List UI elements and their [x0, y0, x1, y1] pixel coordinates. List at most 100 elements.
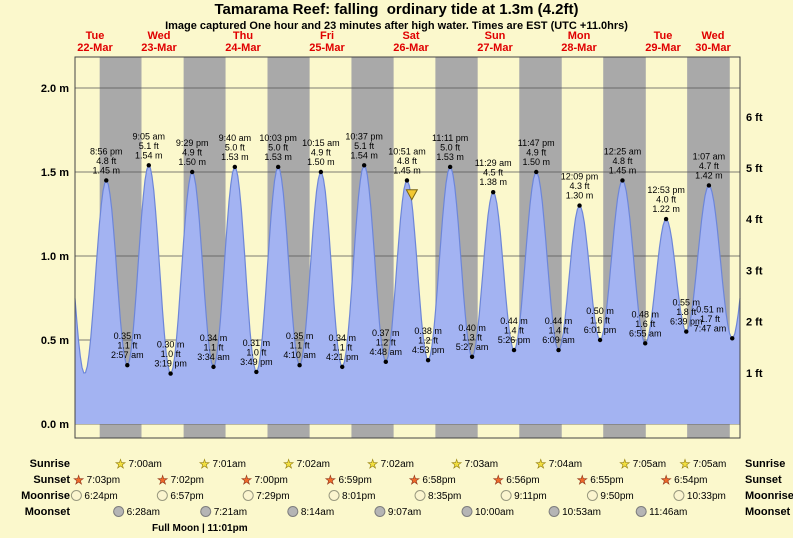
tide-high-label: 1:07 am4.7 ft1.42 m	[693, 151, 726, 180]
sunset-time: 6:56pm	[506, 475, 539, 486]
sunset-star-icon: ★	[577, 473, 588, 487]
moonrise-icon	[328, 490, 340, 501]
tide-high-label: 9:29 pm4.9 ft1.50 m	[176, 138, 209, 167]
tide-low-label: 0.48 m1.6 ft6:55 am	[629, 309, 662, 338]
tide-height-ft: 4.8 ft	[397, 156, 418, 166]
sunset-star-icon: ★	[409, 473, 420, 487]
tide-time: 2:57 am	[111, 350, 144, 360]
moonset-time: 7:21am	[214, 507, 247, 518]
tide-height-m: 0.34 m	[328, 333, 356, 343]
moonrise-icon	[500, 490, 512, 501]
tide-high-label: 12:09 pm4.3 ft1.30 m	[561, 172, 599, 201]
axis-label-ft: 1 ft	[746, 368, 763, 380]
tide-time: 10:51 am	[388, 146, 426, 156]
moonrise-icon	[586, 490, 598, 501]
moonrise-icon	[156, 490, 168, 501]
axis-label-ft: 4 ft	[746, 214, 763, 226]
tide-time: 8:56 pm	[90, 146, 123, 156]
tide-extreme-dot	[404, 178, 410, 183]
tide-high-label: 9:05 am5.1 ft1.54 m	[133, 131, 166, 160]
tide-high-label: 10:15 am4.9 ft1.50 m	[302, 138, 340, 167]
tide-time: 5:27 am	[456, 342, 489, 352]
moonrise-icon	[70, 490, 82, 501]
tide-area	[75, 165, 740, 424]
sunset-time: 7:00pm	[255, 475, 288, 486]
sunset-row-label-right: Sunset	[745, 474, 782, 486]
tide-height-m: 1.38 m	[479, 177, 507, 187]
tide-extreme-dot	[168, 371, 173, 376]
tide-height-m: 0.48 m	[631, 309, 659, 319]
tide-time: 3:19 pm	[154, 359, 187, 369]
axis-label-m: 0.5 m	[41, 335, 69, 347]
tide-extreme-dot	[125, 363, 130, 368]
tide-height-m: 0.55 m	[673, 298, 701, 308]
tide-time: 10:03 pm	[259, 133, 297, 143]
tide-low-label: 0.38 m1.2 ft4:53 pm	[412, 326, 445, 355]
tide-height-ft: 1.6 ft	[590, 316, 611, 326]
tide-extreme-dot	[577, 203, 582, 208]
sunset-star-icon: ★	[493, 473, 504, 487]
moonrise-time: 8:01pm	[342, 491, 375, 502]
tide-time: 9:05 am	[133, 131, 166, 141]
moonset-icon	[287, 506, 299, 517]
sunrise-time: 7:02am	[297, 459, 330, 470]
tide-extreme-dot	[340, 364, 345, 370]
tide-height-ft: 4.8 ft	[612, 156, 633, 166]
tide-extreme-dot	[556, 347, 561, 353]
tide-height-ft: 5.1 ft	[139, 141, 160, 151]
day-label-name: Sat	[402, 30, 419, 42]
sunrise-time: 7:05am	[633, 459, 666, 470]
tide-high-label: 9:40 am5.0 ft1.53 m	[219, 133, 252, 162]
tide-low-label: 0.40 m1.3 ft5:27 am	[456, 323, 489, 352]
moonrise-row-label-right: Moonrise	[745, 490, 793, 502]
tide-extreme-dot	[684, 329, 689, 334]
tide-extreme-dot	[211, 364, 216, 370]
moonset-time: 10:53am	[562, 507, 601, 518]
tide-height-ft: 1.1 ft	[332, 342, 353, 352]
axis-label-ft: 2 ft	[746, 317, 763, 329]
tide-low-label: 0.35 m1.1 ft4:10 am	[283, 331, 316, 360]
tide-height-ft: 4.0 ft	[656, 195, 677, 205]
tide-height-m: 1.53 m	[436, 152, 464, 162]
tide-low-label: 0.44 m1.4 ft5:26 pm	[498, 316, 531, 345]
tide-extreme-dot	[534, 169, 539, 175]
tide-high-label: 10:51 am4.8 ft1.45 m	[388, 146, 426, 175]
day-label-name: Tue	[86, 30, 105, 42]
tide-extreme-dot	[620, 178, 625, 183]
tide-height-ft: 1.4 ft	[504, 326, 525, 336]
sunrise-star-icon: ★	[115, 457, 126, 471]
tide-height-ft: 1.0 ft	[161, 349, 182, 359]
tide-height-m: 1.42 m	[695, 170, 723, 180]
tide-height-ft: 1.0 ft	[246, 347, 267, 357]
tide-extreme-dot	[275, 164, 281, 170]
tide-high-label: 11:29 am4.5 ft1.38 m	[475, 158, 512, 187]
day-label-date: 29-Mar	[645, 42, 681, 54]
tide-time: 11:11 pm	[432, 133, 468, 143]
sunset-time: 7:03pm	[87, 475, 120, 486]
tide-high-label: 12:53 pm4.0 ft1.22 m	[647, 185, 685, 214]
moonset-icon	[635, 506, 647, 517]
sunset-time: 6:54pm	[674, 475, 707, 486]
moonrise-icon	[242, 490, 254, 501]
tide-height-ft: 1.2 ft	[418, 336, 439, 346]
tide-height-m: 1.30 m	[566, 191, 594, 201]
sunrise-time: 7:03am	[465, 459, 498, 470]
sunrise-time: 7:02am	[381, 459, 414, 470]
moonset-time: 6:28am	[127, 507, 160, 518]
tide-height-ft: 1.2 ft	[376, 337, 397, 347]
tide-time: 10:15 am	[302, 138, 340, 148]
tide-time: 3:34 am	[197, 352, 230, 362]
day-label-name: Wed	[147, 30, 170, 42]
axis-label-ft: 5 ft	[746, 163, 763, 175]
tide-height-ft: 1.8 ft	[676, 307, 697, 317]
tide-height-ft: 1.1 ft	[117, 341, 138, 351]
tide-time: 4:48 am	[370, 347, 403, 357]
tide-low-label: 0.37 m1.2 ft4:48 am	[370, 328, 403, 357]
moonset-row-label-right: Moonset	[745, 506, 791, 518]
tide-height-m: 0.30 m	[157, 340, 185, 350]
tide-extreme-dot	[297, 363, 302, 368]
moonrise-time: 6:24pm	[84, 491, 117, 502]
day-label-name: Sun	[485, 30, 506, 42]
tide-extreme-dot	[447, 164, 453, 170]
